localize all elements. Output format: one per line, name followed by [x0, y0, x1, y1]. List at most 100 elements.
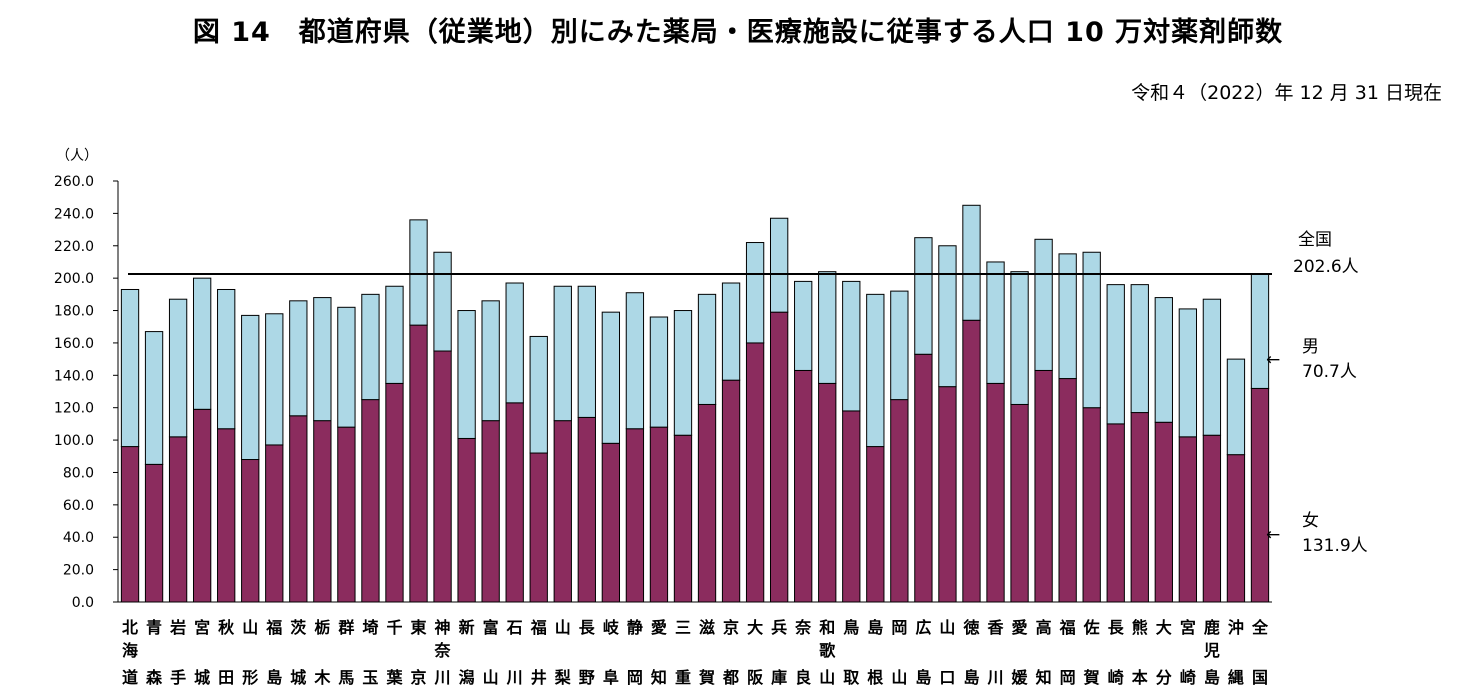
bar-female: [1202, 434, 1222, 603]
bar-male: [505, 282, 524, 404]
y-tick-label: 260.0: [54, 174, 94, 190]
bar-female: [962, 319, 981, 603]
bar-female: [769, 311, 789, 603]
y-tick-label: 100.0: [54, 433, 94, 449]
bar-male: [385, 285, 404, 384]
bar-male: [433, 251, 452, 352]
x-category-label: 馬: [338, 668, 354, 687]
x-category-label: 根: [867, 668, 883, 687]
y-tick-label: 200.0: [54, 271, 94, 287]
bar-female: [818, 382, 837, 603]
bar-male: [1082, 251, 1101, 409]
x-category-label: 川: [987, 668, 1004, 687]
x-category-label: 児: [1203, 641, 1220, 660]
x-category-label: 森: [146, 668, 163, 687]
x-category-label: 山: [891, 668, 907, 687]
x-category-label: 岡: [627, 668, 643, 687]
x-category-label: 玉: [362, 668, 378, 687]
x-category-label: 福: [1059, 618, 1076, 637]
x-category-label: 栃: [314, 618, 330, 637]
bar-male: [217, 288, 236, 430]
y-tick-label: 220.0: [54, 239, 94, 255]
x-category-label: 青: [146, 618, 162, 637]
y-tick-label: 60.0: [63, 498, 94, 514]
x-category-label: 沖: [1228, 618, 1244, 637]
x-category-label: 鹿: [1204, 618, 1220, 637]
bar-male: [890, 290, 909, 401]
bar-female: [1226, 454, 1246, 603]
bar-male: [1226, 358, 1246, 456]
bar-male: [745, 242, 765, 344]
x-category-label: 広: [915, 618, 931, 637]
x-category-label: 北: [122, 618, 138, 637]
bar-male: [529, 335, 548, 454]
x-category-label: 奈: [794, 618, 812, 637]
bar-female: [1130, 412, 1149, 603]
x-category-label: 海: [122, 641, 138, 660]
y-tick-label: 40.0: [63, 530, 94, 546]
bar-male: [337, 306, 356, 428]
x-category-label: 徳: [962, 618, 979, 637]
bar-male: [625, 292, 645, 430]
x-category-label: 潟: [459, 668, 475, 687]
bar-female: [1178, 436, 1198, 603]
x-category-label: 島: [266, 668, 282, 687]
x-category-label: 田: [218, 668, 234, 687]
x-category-label: 取: [843, 668, 859, 687]
bar-female: [914, 353, 933, 603]
y-axis: 0.0 20.0 40.0 60.0 80.0 100.0 120.0 140.0 160.0 1…: [54, 148, 119, 611]
y-tick-label: 140.0: [54, 368, 94, 384]
bar-male: [361, 293, 380, 401]
bar-female: [794, 369, 813, 603]
x-category-label: 愛: [1012, 618, 1028, 637]
bar-female: [505, 402, 524, 603]
bar-male: [120, 288, 140, 448]
reference-line-label: 全国: [1298, 230, 1332, 250]
bar-female: [649, 426, 669, 603]
x-category-label: 道: [122, 668, 138, 687]
x-category-label: 本: [1132, 668, 1148, 687]
x-category-label: 大: [747, 618, 763, 637]
bar-female: [433, 350, 452, 603]
bar-male: [794, 280, 813, 371]
x-category-label: 和: [819, 618, 835, 637]
x-category-label: 野: [579, 668, 595, 687]
x-category-label: 岡: [1060, 668, 1076, 687]
bar-female: [745, 342, 765, 603]
bar-male: [1154, 297, 1173, 423]
x-category-label: 庫: [771, 668, 787, 687]
bar-male: [1010, 271, 1029, 405]
y-tick-label: 160.0: [54, 336, 94, 352]
bar-male: [673, 310, 693, 436]
bar-female: [192, 408, 212, 603]
bar-male: [842, 280, 861, 412]
bar-male: [1202, 298, 1222, 436]
reference-line-value: 202.6人: [1293, 257, 1359, 277]
bar-male: [553, 285, 572, 422]
bar-female: [842, 410, 861, 603]
bar-male: [313, 297, 332, 422]
x-category-label: 石: [506, 618, 523, 637]
x-category-label: 知: [1036, 668, 1052, 687]
bar-male: [481, 300, 500, 422]
x-category-label: 重: [675, 668, 691, 687]
series-label: 男: [1302, 337, 1319, 357]
x-category-label: 滋: [699, 618, 715, 637]
x-category-label: 島: [1204, 668, 1220, 687]
x-category-label: 宮: [1180, 618, 1196, 637]
bar-male: [1250, 273, 1270, 389]
y-tick-label: 80.0: [63, 465, 94, 481]
bar-male: [409, 219, 428, 326]
x-category-label: 賀: [1083, 668, 1100, 687]
x-category-label: 分: [1156, 668, 1172, 687]
bar-female: [168, 436, 188, 603]
bar-male: [649, 316, 669, 428]
x-category-label: 島: [915, 668, 931, 687]
x-category-label: 口: [939, 668, 955, 687]
bar-female: [697, 403, 717, 603]
x-category-label: 山: [242, 618, 258, 637]
x-category-label: 国: [1252, 668, 1268, 687]
bar-female: [601, 442, 621, 603]
y-tick-label: 240.0: [54, 206, 94, 222]
